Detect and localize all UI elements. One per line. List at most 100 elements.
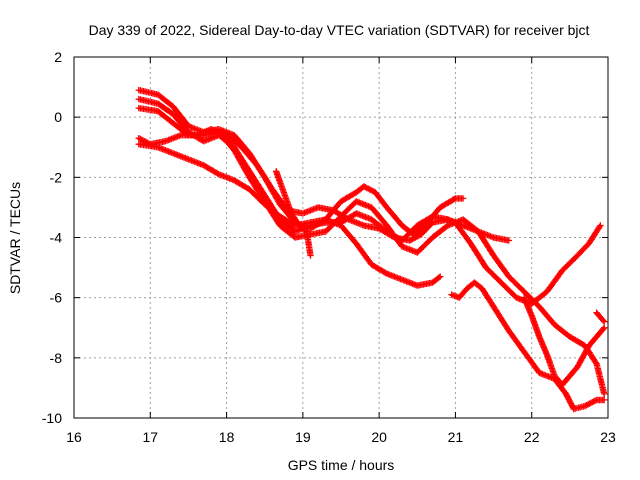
data-point [416, 284, 419, 287]
y-tick-label: -4 [50, 230, 63, 246]
data-point [538, 371, 541, 374]
data-point [454, 197, 457, 200]
data-point [156, 110, 159, 113]
data-point [553, 374, 556, 377]
data-point [164, 140, 167, 143]
series-track-b [135, 95, 512, 244]
data-point [202, 164, 205, 167]
data-point [595, 362, 598, 365]
data-point [370, 263, 373, 266]
data-point [324, 230, 327, 233]
data-point [278, 224, 281, 227]
data-point [603, 398, 606, 401]
data-point [187, 125, 190, 128]
series-track-h [273, 168, 314, 259]
data-point [572, 407, 575, 410]
series-track-c [135, 104, 608, 398]
data-point [584, 344, 587, 347]
data-point [362, 185, 365, 188]
data-point [275, 170, 278, 173]
x-tick-label: 23 [600, 429, 616, 445]
data-point [340, 224, 342, 227]
data-point [355, 242, 358, 245]
data-point [538, 335, 541, 338]
data-point [492, 236, 495, 239]
data-point [576, 365, 579, 368]
data-point [309, 254, 312, 257]
data-point [294, 230, 297, 233]
data-point [340, 200, 342, 203]
data-point [595, 398, 598, 401]
data-point [401, 278, 404, 281]
data-point [156, 93, 159, 96]
data-point [202, 140, 205, 143]
series-markers [520, 294, 608, 389]
data-point [362, 224, 365, 227]
series-track-g [520, 294, 608, 389]
data-point [374, 191, 377, 194]
data-point [187, 158, 190, 161]
data-point [156, 102, 159, 105]
data-point [355, 200, 358, 203]
data-point [545, 353, 548, 356]
data-point [294, 236, 297, 239]
data-point [233, 149, 236, 152]
data-point [530, 314, 533, 317]
data-point [172, 105, 175, 108]
y-axis-label: SDTVAR / TECUs [7, 182, 23, 294]
data-point [420, 233, 423, 236]
data-point [282, 191, 285, 194]
y-tick-label: -10 [42, 410, 62, 426]
data-point [507, 329, 510, 332]
data-point [401, 224, 404, 227]
data-point [587, 242, 590, 245]
data-point [523, 290, 526, 293]
data-point [584, 404, 587, 407]
data-point [324, 218, 327, 221]
data-point [370, 218, 373, 221]
data-point [431, 281, 434, 284]
data-point [195, 134, 198, 137]
data-point [439, 206, 442, 209]
y-tick-label: -2 [50, 169, 63, 185]
data-point [523, 350, 526, 353]
data-point [301, 212, 304, 215]
data-point [454, 221, 457, 224]
data-point [561, 269, 564, 272]
data-point [462, 218, 465, 221]
data-point [587, 344, 590, 347]
data-point [507, 275, 510, 278]
data-point [446, 218, 449, 221]
data-point [462, 197, 465, 200]
data-point [137, 98, 140, 101]
data-point [263, 203, 266, 206]
x-tick-label: 20 [371, 429, 387, 445]
y-tick-label: 2 [54, 49, 62, 65]
data-point [217, 173, 220, 176]
series-markers [135, 104, 608, 398]
data-point [233, 179, 236, 182]
x-axis-label: GPS time / hours [288, 457, 395, 473]
data-point [450, 293, 453, 296]
series-track-e [135, 141, 444, 289]
x-tick-label: 19 [295, 429, 311, 445]
data-point [416, 251, 419, 254]
data-point [278, 215, 281, 218]
y-tick-labels: 2 0 -2 -4 -6 -8 -10 [42, 49, 62, 426]
data-point [347, 218, 350, 221]
data-point [156, 146, 159, 149]
data-point [225, 134, 228, 137]
data-point [595, 311, 598, 314]
data-point [412, 233, 415, 236]
data-point [565, 392, 568, 395]
x-tick-label: 17 [142, 429, 158, 445]
data-point [515, 296, 518, 299]
series-markers [593, 309, 608, 325]
data-point [446, 224, 449, 227]
x-tick-label: 21 [448, 429, 464, 445]
data-point [408, 239, 411, 242]
data-series [135, 86, 608, 413]
data-point [355, 191, 358, 194]
data-point [507, 239, 510, 242]
